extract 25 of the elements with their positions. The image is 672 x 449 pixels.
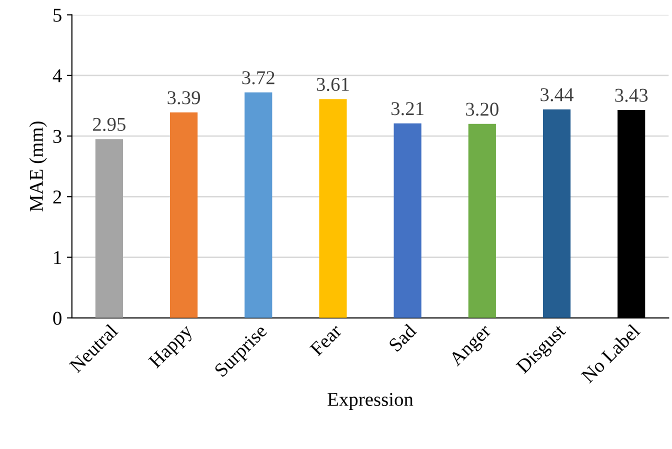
- x-axis-title: Expression: [328, 392, 414, 410]
- bar: [244, 92, 272, 318]
- data-label: 3.39: [168, 91, 200, 104]
- bar: [170, 112, 198, 318]
- bar: [394, 123, 422, 318]
- x-tick-label: Sad: [388, 322, 418, 352]
- data-label: 3.72: [242, 71, 274, 84]
- bar: [468, 124, 496, 318]
- data-label: 3.44: [540, 88, 574, 102]
- y-tick-label: 1: [54, 251, 62, 264]
- x-tick-label: Fear: [309, 323, 343, 356]
- y-tick-label: 4: [52, 69, 62, 82]
- data-label: 3.43: [615, 88, 648, 102]
- data-label: 3.61: [316, 78, 349, 92]
- y-tick-label: 5: [54, 8, 62, 22]
- y-tick-label: 0: [53, 312, 62, 325]
- bar: [319, 99, 347, 318]
- data-label: 3.20: [466, 102, 498, 116]
- data-label: 3.21: [391, 102, 424, 116]
- data-label: 2.95: [93, 118, 126, 132]
- bar: [542, 109, 571, 318]
- y-axis-title: MAE (mm): [29, 122, 47, 212]
- y-tick-label: 3: [53, 130, 62, 143]
- bar: [95, 139, 123, 318]
- y-tick-label: 2: [53, 190, 62, 204]
